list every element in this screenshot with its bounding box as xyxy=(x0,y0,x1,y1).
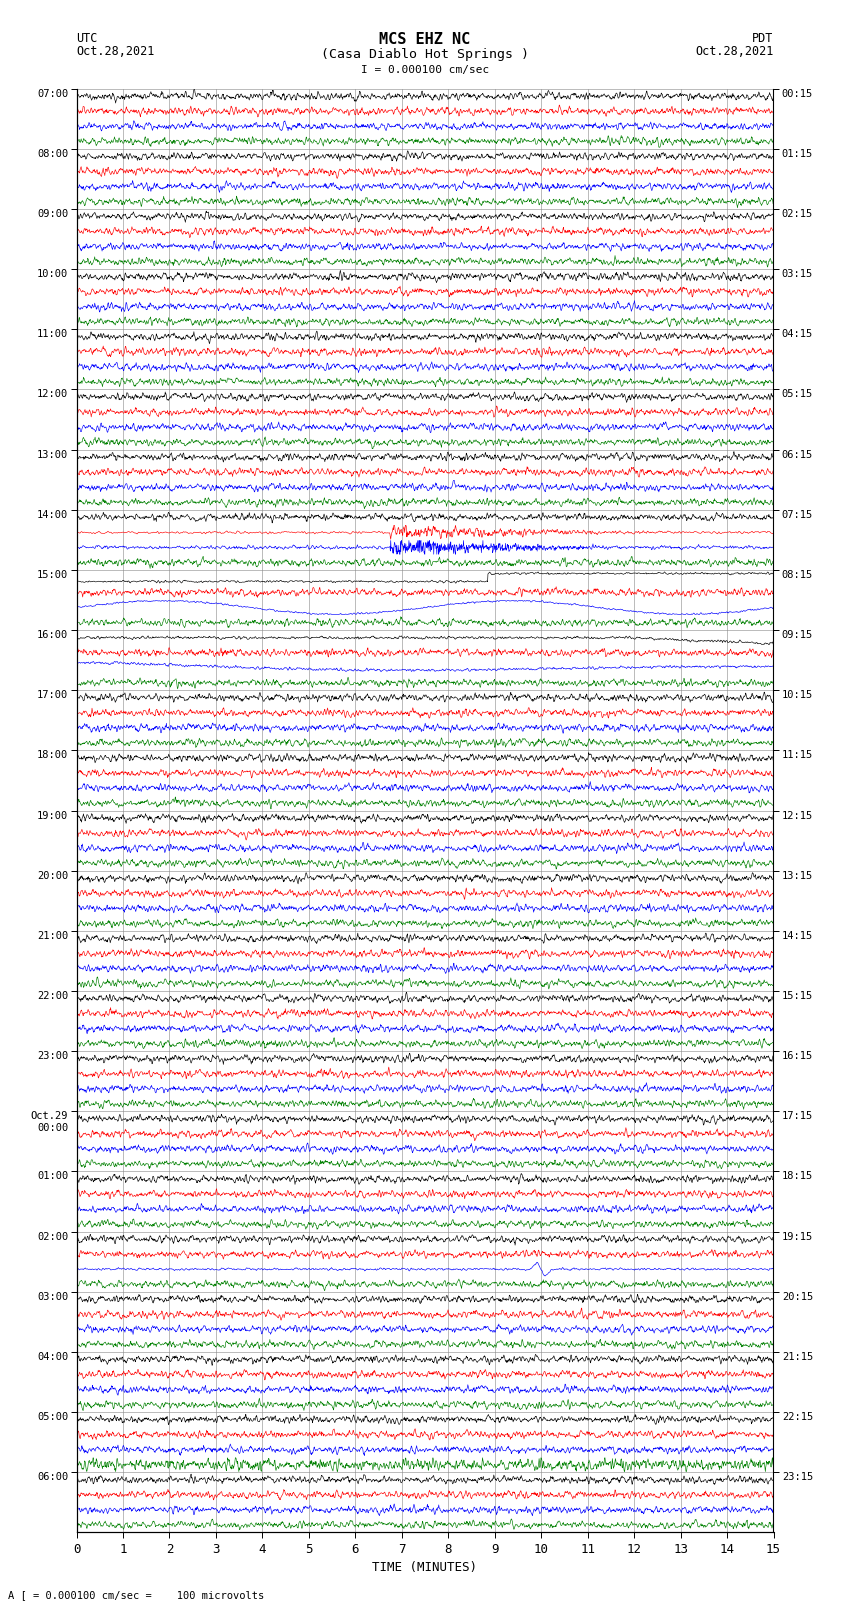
Text: PDT: PDT xyxy=(752,32,774,45)
Text: MCS EHZ NC: MCS EHZ NC xyxy=(379,32,471,47)
Text: Oct.28,2021: Oct.28,2021 xyxy=(695,45,774,58)
Text: (Casa Diablo Hot Springs ): (Casa Diablo Hot Springs ) xyxy=(321,48,529,61)
Text: UTC: UTC xyxy=(76,32,98,45)
Text: Oct.28,2021: Oct.28,2021 xyxy=(76,45,155,58)
X-axis label: TIME (MINUTES): TIME (MINUTES) xyxy=(372,1561,478,1574)
Text: A [ = 0.000100 cm/sec =    100 microvolts: A [ = 0.000100 cm/sec = 100 microvolts xyxy=(8,1590,264,1600)
Text: I = 0.000100 cm/sec: I = 0.000100 cm/sec xyxy=(361,65,489,74)
